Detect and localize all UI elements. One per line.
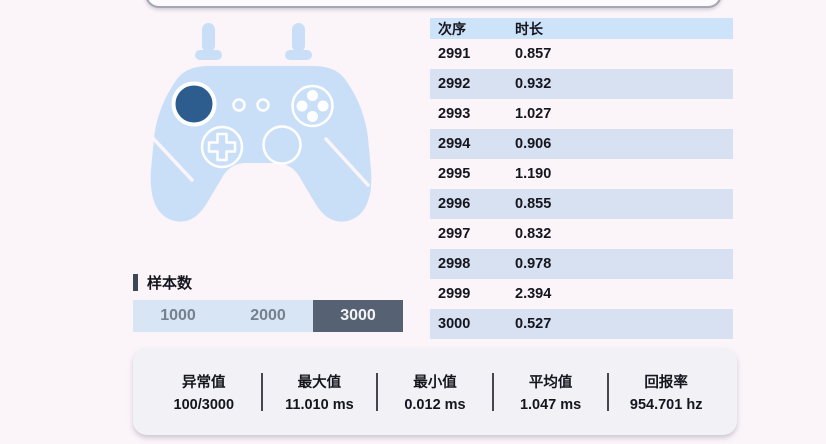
sample-count-label: 样本数 [147,275,193,292]
table-row: 2997 0.832 [430,219,733,249]
stat-divider [491,372,494,411]
dpad-ring-icon [200,125,244,169]
left-grip-line [148,133,194,182]
stat-divider [260,372,263,411]
cell-sequence: 2991 [438,46,471,62]
cell-duration: 0.978 [515,256,552,272]
stat-value: 1.047 ms [519,396,582,413]
stat-item: 异常值 100/3000 [147,371,261,413]
right-bumper-icon [285,50,312,60]
table-row: 2995 1.190 [430,159,733,189]
left-trigger-icon [202,23,215,52]
stat-value: 0.012 ms [404,396,466,413]
table-row: 3000 0.527 [430,309,733,339]
stat-item: 平均值 1.047 ms [494,371,608,413]
table-row: 2992 0.932 [430,69,733,99]
cell-duration: 2.394 [515,286,552,302]
button-x-icon [296,100,308,112]
stat-label: 平均值 [528,374,573,391]
cell-sequence: 3000 [438,316,471,332]
right-stick-icon [262,125,302,165]
cell-sequence: 2997 [438,226,471,242]
stat-item: 最小值 0.012 ms [378,371,492,413]
sample-option-3000[interactable]: 3000 [313,300,403,332]
sample-count-segmented-control: 1000 2000 3000 [133,300,403,332]
stat-value: 100/3000 [173,396,235,413]
latency-table: 次序 时长 2991 0.857 2992 0.932 2993 1.027 2994 0.9… [430,18,733,339]
stat-divider [376,372,379,411]
stat-label: 异常值 [182,374,226,391]
right-grip-line [324,137,370,187]
top-card-remnant [145,0,722,8]
gamepad-illustration [148,23,372,222]
view-button-icon [232,98,246,112]
button-y-icon [307,90,318,101]
stats-summary-card: 异常值 100/3000 最大值 11.010 ms 最小值 0.012 ms 平均值 1.0… [133,348,737,435]
stat-label: 回报率 [644,374,688,391]
cell-sequence: 2998 [438,256,471,272]
sample-option-2000[interactable]: 2000 [223,300,313,332]
cell-sequence: 2992 [438,76,471,92]
cell-sequence: 2995 [438,166,471,182]
stat-label: 最小值 [413,374,457,391]
table-header-row: 次序 时长 [430,18,733,39]
latency-table-body: 2991 0.857 2992 0.932 2993 1.027 2994 0.906 2995… [430,39,733,339]
left-bumper-icon [195,50,222,60]
table-row: 2993 1.027 [430,99,733,129]
cell-duration: 1.027 [515,106,552,122]
cell-sequence: 2996 [438,196,471,212]
stat-value: 954.701 hz [629,396,703,413]
sample-option-1000[interactable]: 1000 [133,300,223,332]
stat-item: 回报率 954.701 hz [609,371,723,413]
abxy-ring-icon [291,84,334,128]
stat-item: 最大值 11.010 ms [263,371,377,413]
table-row: 2999 2.394 [430,279,733,309]
stat-divider [607,372,610,411]
cell-sequence: 2993 [438,106,471,122]
cell-duration: 0.857 [515,46,552,62]
button-a-icon [307,111,318,122]
table-row: 2998 0.978 [430,249,733,279]
column-header-sequence: 次序 [438,20,466,37]
cell-duration: 0.855 [515,196,552,212]
left-stick-icon [171,81,217,127]
cell-duration: 0.932 [515,76,552,92]
sample-count-section: 样本数 [133,272,192,293]
table-row: 2996 0.855 [430,189,733,219]
table-row: 2991 0.857 [430,39,733,69]
column-header-duration: 时长 [515,20,543,37]
accent-bar [133,274,138,291]
dpad-cross-icon [207,132,237,162]
cell-duration: 0.906 [515,136,552,152]
cell-duration: 0.832 [515,226,552,242]
stat-label: 最大值 [297,374,342,391]
menu-button-icon [256,98,270,112]
cell-sequence: 2999 [438,286,471,302]
stat-value: 11.010 ms [285,396,354,413]
cell-duration: 0.527 [515,316,552,332]
table-row: 2994 0.906 [430,129,733,159]
cell-duration: 1.190 [515,166,552,182]
right-trigger-icon [292,23,305,52]
button-b-icon [317,100,329,112]
cell-sequence: 2994 [438,136,471,152]
